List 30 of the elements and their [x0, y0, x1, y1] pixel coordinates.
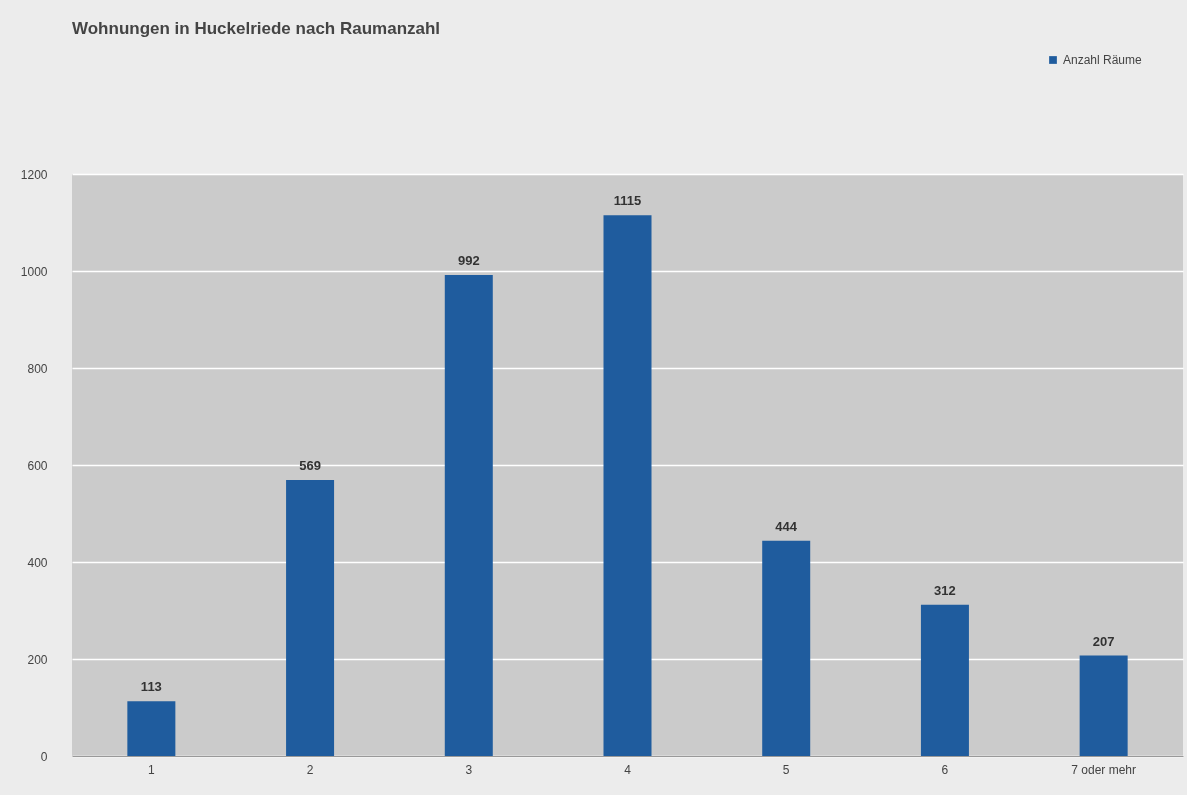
- x-tick-label: 7 oder mehr: [1071, 762, 1136, 777]
- x-tick-label: 2: [306, 762, 314, 777]
- y-tick-label: 400: [27, 555, 48, 570]
- data-label: 992: [457, 252, 480, 268]
- data-label: 444: [775, 518, 798, 534]
- data-label: 207: [1092, 633, 1115, 649]
- bar: [444, 274, 493, 756]
- bar: [762, 540, 811, 756]
- bar: [920, 604, 969, 756]
- data-label: 569: [299, 458, 321, 474]
- x-tick-label: 4: [624, 762, 632, 777]
- bar: [286, 480, 335, 756]
- x-tick-label: 3: [465, 762, 473, 777]
- y-tick-label: 600: [27, 458, 48, 473]
- y-tick-label: 800: [27, 361, 48, 376]
- data-label: 113: [140, 679, 162, 695]
- x-tick-label: 5: [782, 762, 790, 777]
- bar: [127, 701, 176, 756]
- chart-title: Wohnungen in Huckelriede nach Raumanzahl: [72, 19, 441, 38]
- x-tick-label: 1: [148, 762, 156, 777]
- data-label: 312: [934, 582, 956, 598]
- bar: [1079, 655, 1128, 756]
- legend-label: Anzahl Räume: [1063, 53, 1143, 67]
- data-label: 1115: [613, 193, 642, 209]
- bar: [603, 215, 652, 756]
- y-tick-label: 200: [27, 652, 48, 667]
- y-tick-label: 0: [40, 749, 48, 764]
- y-tick-label: 1200: [20, 167, 48, 182]
- y-tick-label: 1000: [20, 264, 48, 279]
- x-tick-label: 6: [941, 762, 949, 777]
